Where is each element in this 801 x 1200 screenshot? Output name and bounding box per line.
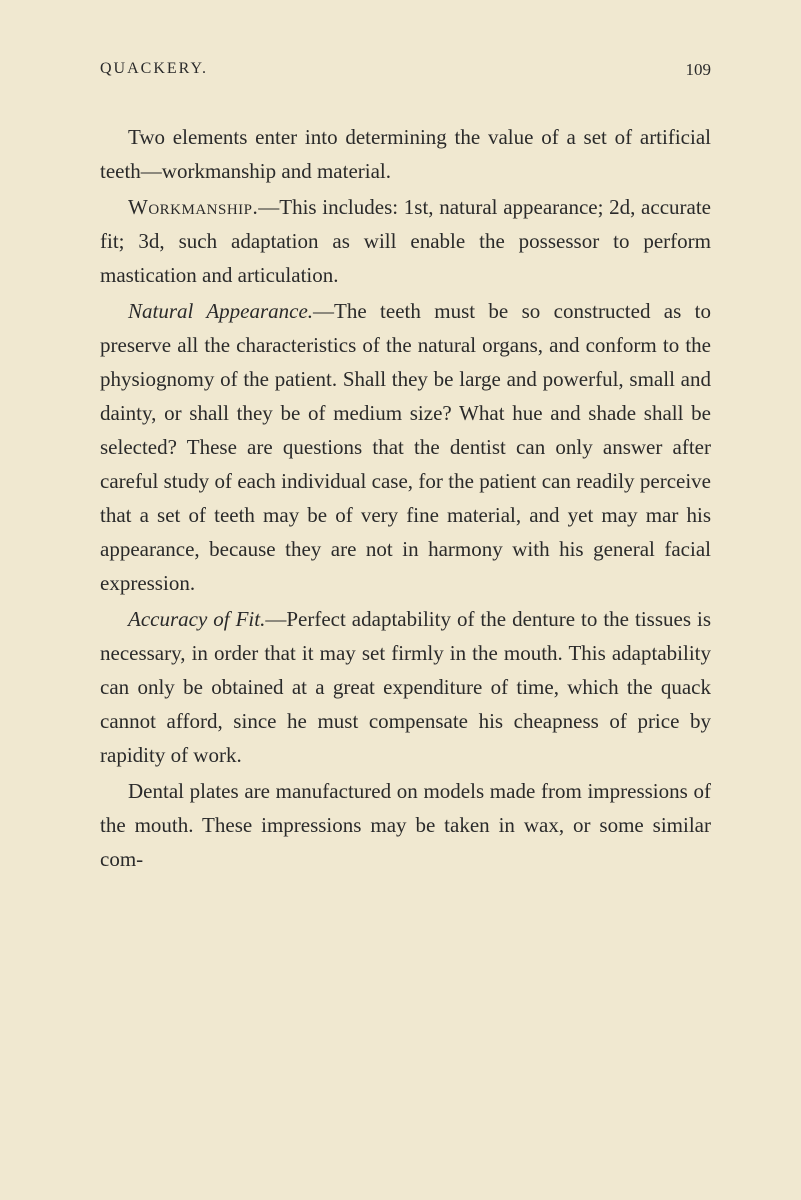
paragraph-4: Accuracy of Fit.—Perfect adaptability of… bbox=[100, 602, 711, 772]
paragraph-3: Natural Appearance.—The teeth must be so… bbox=[100, 294, 711, 600]
paragraph-text: —The teeth must be so constructed as to … bbox=[100, 299, 711, 595]
section-heading-workmanship: Workmanship. bbox=[128, 195, 258, 219]
body-text: Two elements enter into determining the … bbox=[100, 120, 711, 876]
section-heading-natural-appearance: Natural Appearance. bbox=[128, 299, 313, 323]
page-header: QUACKERY. 109 bbox=[100, 60, 711, 80]
paragraph-2: Workmanship.—This includes: 1st, natural… bbox=[100, 190, 711, 292]
paragraph-text: Two elements enter into determining the … bbox=[100, 125, 711, 183]
running-header: QUACKERY. bbox=[100, 60, 208, 80]
page-number: 109 bbox=[686, 60, 712, 80]
paragraph-text: —Perfect adaptability of the denture to … bbox=[100, 607, 711, 767]
section-heading-accuracy-of-fit: Accuracy of Fit. bbox=[128, 607, 265, 631]
paragraph-text: Dental plates are manufactured on models… bbox=[100, 779, 711, 871]
paragraph-1: Two elements enter into determining the … bbox=[100, 120, 711, 188]
paragraph-5: Dental plates are manufactured on models… bbox=[100, 774, 711, 876]
